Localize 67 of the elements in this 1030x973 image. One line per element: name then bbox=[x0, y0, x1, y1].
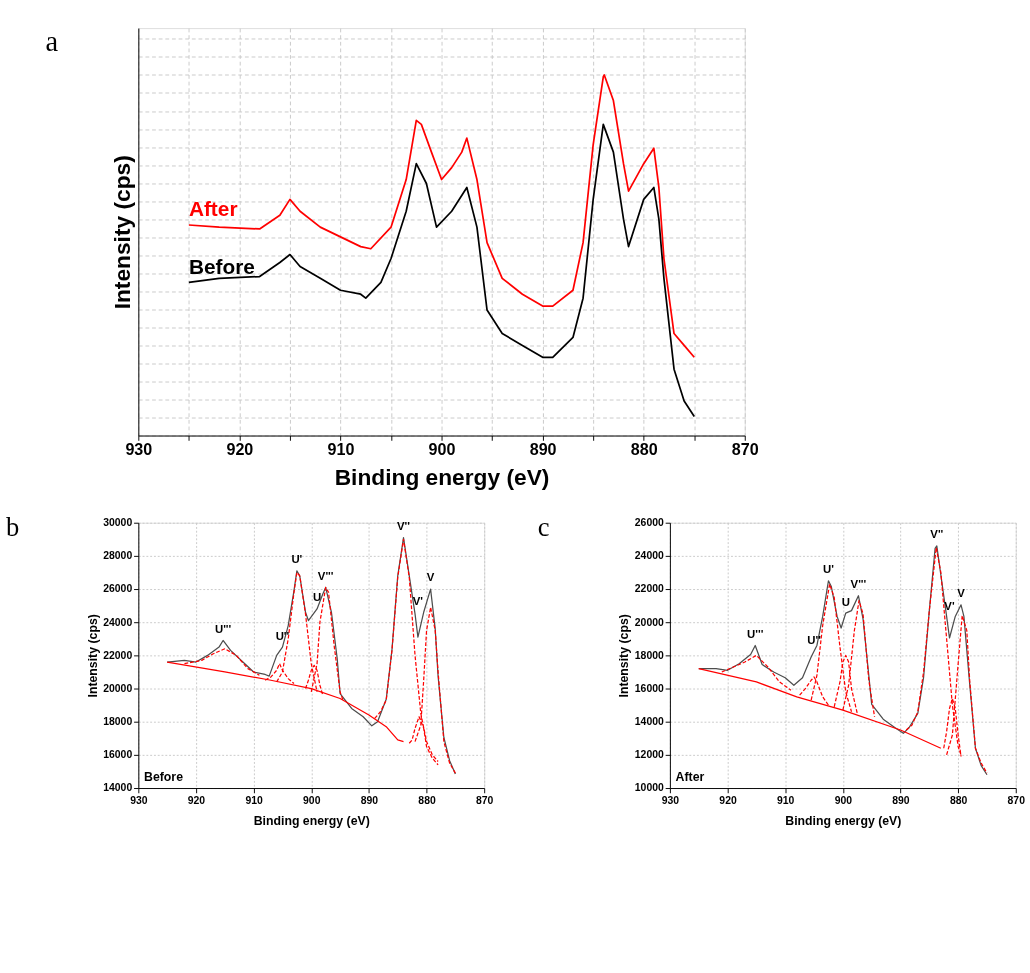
annotation: After bbox=[675, 770, 705, 785]
x-tick-label: 890 bbox=[360, 794, 379, 806]
x-tick-label: 890 bbox=[529, 439, 557, 458]
y-tick-label: 14000 bbox=[103, 782, 133, 794]
x-tick-label: 880 bbox=[418, 794, 436, 806]
x-axis-title: Binding energy (eV) bbox=[785, 813, 902, 828]
x-tick-label: 910 bbox=[777, 794, 795, 806]
x-axis-title: Binding energy (eV) bbox=[253, 813, 370, 828]
x-tick-label: 900 bbox=[834, 794, 853, 806]
x-tick-label: 920 bbox=[719, 794, 737, 806]
annotation: U'' bbox=[807, 633, 822, 646]
y-axis-title: Intensity (cps) bbox=[85, 614, 100, 698]
y-tick-label: 26000 bbox=[103, 583, 133, 595]
x-tick-label: 930 bbox=[130, 794, 148, 806]
annotation: U bbox=[312, 591, 322, 604]
y-tick-label: 18000 bbox=[634, 649, 664, 661]
x-axis-title: Binding energy (eV) bbox=[334, 464, 550, 491]
x-tick-label: 930 bbox=[661, 794, 680, 806]
y-tick-label: 12000 bbox=[634, 749, 664, 761]
x-tick-label: 870 bbox=[731, 439, 759, 458]
annotation: V bbox=[957, 587, 966, 600]
chart-title: c bbox=[537, 512, 550, 542]
annotation: U' bbox=[822, 563, 835, 576]
annotation: U''' bbox=[214, 622, 232, 635]
y-tick-label: 16000 bbox=[634, 682, 664, 694]
y-tick-label: 14000 bbox=[634, 716, 664, 728]
annotation: V'' bbox=[397, 520, 411, 533]
y-tick-label: 30000 bbox=[103, 517, 133, 529]
y-tick-label: 28000 bbox=[103, 550, 133, 562]
x-tick-label: 910 bbox=[327, 439, 355, 458]
y-axis-title: Intensity (cps) bbox=[109, 155, 136, 310]
y-tick-label: 20000 bbox=[634, 616, 664, 628]
annotation: V''' bbox=[850, 578, 867, 591]
annotation: V'' bbox=[930, 528, 944, 541]
annotation: U'' bbox=[275, 629, 290, 642]
y-tick-label: 22000 bbox=[634, 583, 664, 595]
x-tick-label: 890 bbox=[892, 794, 910, 806]
x-tick-label: 880 bbox=[630, 439, 658, 458]
annotation: V' bbox=[412, 594, 424, 607]
x-tick-label: 900 bbox=[428, 439, 456, 458]
annotation: Before bbox=[144, 770, 184, 785]
annotation: U''' bbox=[747, 627, 764, 640]
x-tick-label: 930 bbox=[125, 439, 153, 458]
y-tick-label: 26000 bbox=[634, 517, 664, 529]
y-tick-label: 24000 bbox=[103, 616, 133, 628]
x-tick-label: 920 bbox=[187, 794, 206, 806]
y-tick-label: 18000 bbox=[103, 716, 133, 728]
x-tick-label: 880 bbox=[949, 794, 968, 806]
annotation: V bbox=[426, 571, 435, 584]
x-tick-label: 900 bbox=[303, 794, 321, 806]
annotation: U bbox=[841, 595, 850, 608]
y-tick-label: 22000 bbox=[103, 649, 133, 661]
x-tick-label: 910 bbox=[245, 794, 263, 806]
chart-title: b bbox=[6, 512, 20, 542]
series-label: Before bbox=[188, 254, 255, 278]
y-axis-title: Intensity (cps) bbox=[617, 614, 632, 698]
y-tick-label: 24000 bbox=[634, 550, 664, 562]
annotation: U' bbox=[291, 553, 303, 566]
x-tick-label: 870 bbox=[475, 794, 494, 806]
y-tick-label: 10000 bbox=[634, 782, 664, 794]
annotation: V''' bbox=[317, 569, 334, 582]
y-tick-label: 20000 bbox=[103, 682, 133, 694]
x-tick-label: 870 bbox=[1007, 794, 1026, 806]
y-tick-label: 16000 bbox=[103, 749, 133, 761]
series-label: After bbox=[188, 197, 238, 221]
x-tick-label: 920 bbox=[226, 439, 254, 458]
chart-title: a bbox=[45, 25, 59, 57]
